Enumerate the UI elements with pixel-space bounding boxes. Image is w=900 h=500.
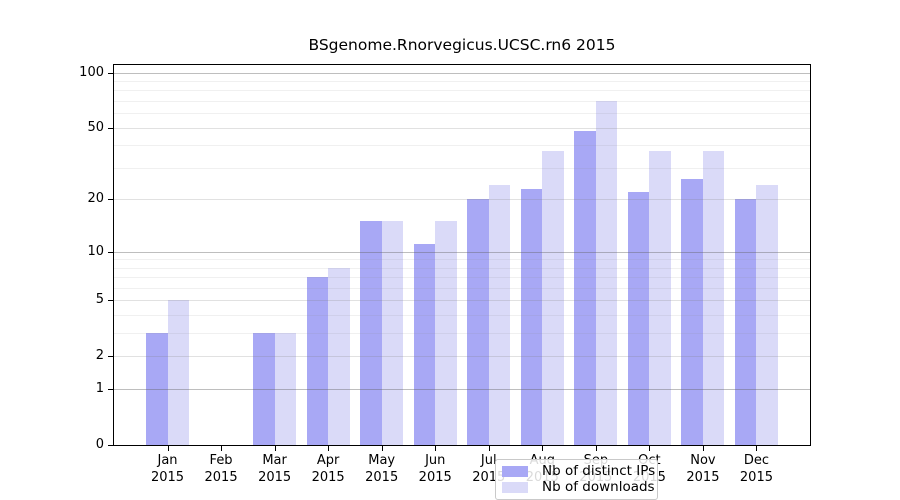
- y-tick-2: [108, 356, 113, 358]
- x-tick-label-apr: Apr 2015: [311, 453, 345, 485]
- bar-distinct-ips-aug: [520, 188, 543, 445]
- x-tick-label-jan: Jan 2015: [150, 453, 185, 485]
- gridline-50: [114, 127, 810, 129]
- y-tick-50: [108, 127, 113, 129]
- bar-distinct-ips-dec: [734, 199, 757, 445]
- legend: Nb of distinct IPs Nb of downloads: [495, 459, 658, 500]
- y-tick-label-100: 100: [79, 64, 104, 80]
- gridline-40: [114, 145, 810, 147]
- bar-downloads-mar: [274, 333, 297, 445]
- gridline-1: [114, 389, 810, 391]
- bar-distinct-ips-sep: [574, 130, 596, 445]
- gridline-7: [114, 277, 810, 279]
- bar-downloads-sep: [595, 101, 618, 445]
- y-tick-10: [108, 251, 113, 253]
- x-tick-label-jun: Jun 2015: [418, 453, 452, 485]
- x-tick-feb: [221, 446, 223, 451]
- bar-distinct-ips-jan: [146, 333, 168, 445]
- gridline-3: [114, 333, 810, 335]
- legend-label-downloads: Nb of downloads: [542, 479, 655, 495]
- bar-downloads-dec: [756, 185, 778, 445]
- x-tick-label-dec: Dec 2015: [739, 453, 773, 485]
- gridline-20: [114, 199, 810, 201]
- y-tick-label-2: 2: [95, 348, 104, 364]
- chart-title: BSgenome.Rnorvegicus.UCSC.rn6 2015: [308, 36, 616, 54]
- bar-downloads-jun: [435, 221, 457, 445]
- x-tick-sep: [595, 446, 597, 451]
- y-tick-5: [108, 300, 113, 302]
- bar-distinct-ips-may: [360, 221, 382, 445]
- gridline-8: [114, 267, 810, 269]
- y-tick-label-20: 20: [87, 191, 104, 207]
- bar-downloads-jul: [488, 185, 511, 445]
- y-tick-label-50: 50: [87, 119, 104, 135]
- legend-swatch-distinct-ips: [502, 465, 528, 477]
- x-tick-label-may: May 2015: [365, 453, 399, 485]
- y-tick-1: [108, 389, 113, 391]
- x-tick-oct: [649, 446, 651, 451]
- x-tick-label-mar: Mar 2015: [258, 453, 292, 485]
- gridline-90: [114, 81, 810, 83]
- bar-downloads-aug: [542, 151, 564, 445]
- bar-distinct-ips-mar: [253, 333, 275, 445]
- x-tick-may: [381, 446, 383, 451]
- gridline-100: [114, 72, 810, 74]
- gridline-10: [114, 251, 810, 253]
- gridline-30: [114, 167, 810, 169]
- y-tick-label-1: 1: [95, 381, 104, 397]
- bar-downloads-apr: [328, 267, 350, 445]
- bar-downloads-jan: [167, 300, 190, 445]
- legend-item-downloads: Nb of downloads: [502, 479, 655, 495]
- y-tick-label-0: 0: [95, 437, 104, 452]
- legend-item-distinct-ips: Nb of distinct IPs: [502, 463, 655, 479]
- bar-distinct-ips-apr: [306, 277, 329, 445]
- legend-swatch-downloads: [502, 481, 528, 493]
- y-tick-100: [108, 72, 113, 74]
- gridline-70: [114, 101, 810, 103]
- y-tick-0: [108, 445, 113, 446]
- gridline-4: [114, 315, 810, 317]
- gridline-2: [114, 356, 810, 358]
- x-tick-jul: [488, 446, 490, 451]
- x-tick-jan: [167, 446, 169, 451]
- x-tick-dec: [756, 446, 758, 451]
- gridline-6: [114, 287, 810, 289]
- gridline-5: [114, 300, 810, 302]
- bar-downloads-nov: [702, 151, 725, 445]
- bar-distinct-ips-jun: [413, 244, 436, 445]
- x-tick-jun: [435, 446, 437, 451]
- bars-layer: [114, 65, 810, 445]
- bar-downloads-may: [381, 221, 404, 445]
- bar-distinct-ips-jul: [467, 199, 489, 445]
- x-tick-aug: [542, 446, 544, 451]
- plot-area: Nb of distinct IPs Nb of downloads: [113, 64, 811, 500]
- gridline-80: [114, 90, 810, 92]
- x-tick-label-feb: Feb 2015: [204, 453, 238, 485]
- x-tick-mar: [274, 446, 276, 451]
- bar-downloads-oct: [649, 151, 671, 445]
- gridlines-layer: [114, 65, 810, 445]
- x-tick-nov: [702, 446, 704, 451]
- y-tick-20: [108, 199, 113, 201]
- bar-distinct-ips-oct: [627, 192, 650, 445]
- x-tick-label-nov: Nov 2015: [686, 453, 720, 485]
- gridline-60: [114, 113, 810, 115]
- bar-distinct-ips-nov: [681, 179, 703, 445]
- y-tick-label-5: 5: [95, 292, 104, 308]
- legend-label-distinct-ips: Nb of distinct IPs: [542, 463, 656, 479]
- y-tick-label-10: 10: [87, 243, 104, 259]
- x-tick-apr: [328, 446, 330, 451]
- gridline-9: [114, 259, 810, 261]
